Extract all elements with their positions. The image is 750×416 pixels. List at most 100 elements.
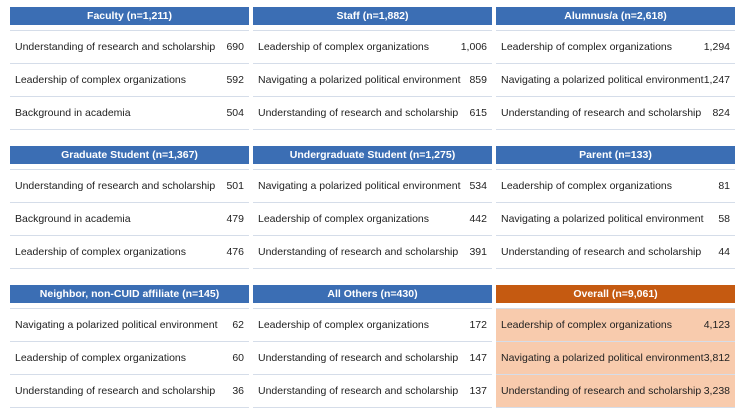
group-panel: Staff (n=1,882) Leadership of complex org… bbox=[253, 7, 492, 130]
item-row: Leadership of complex organizations 476 bbox=[10, 236, 249, 269]
item-count: 81 bbox=[718, 180, 730, 192]
group-title: Staff (n=1,882) bbox=[253, 7, 492, 25]
item-label: Navigating a polarized political environ… bbox=[258, 74, 461, 86]
item-label: Leadership of complex organizations bbox=[501, 41, 673, 53]
item-count: 501 bbox=[226, 180, 244, 192]
group-title: All Others (n=430) bbox=[253, 285, 492, 303]
group-title: Faculty (n=1,211) bbox=[10, 7, 249, 25]
item-label: Understanding of research and scholarshi… bbox=[258, 352, 459, 364]
item-row: Understanding of research and scholarshi… bbox=[10, 31, 249, 64]
item-label: Navigating a polarized political environ… bbox=[501, 352, 704, 364]
group-title: Parent (n=133) bbox=[496, 146, 735, 164]
group-body: Leadership of complex organizations 4,123… bbox=[496, 308, 735, 408]
item-count: 4,123 bbox=[703, 319, 730, 331]
item-count: 1,006 bbox=[460, 41, 487, 53]
item-row: Understanding of research and scholarshi… bbox=[10, 375, 249, 408]
item-label: Leadership of complex organizations bbox=[258, 41, 430, 53]
item-count: 479 bbox=[226, 213, 244, 225]
item-label: Understanding of research and scholarshi… bbox=[15, 180, 216, 192]
item-count: 58 bbox=[718, 213, 730, 225]
item-row: Understanding of research and scholarshi… bbox=[253, 236, 492, 269]
item-count: 824 bbox=[712, 107, 730, 119]
group-title: Undergraduate Student (n=1,275) bbox=[253, 146, 492, 164]
group-body: Leadership of complex organizations 1,294… bbox=[496, 30, 735, 130]
item-label: Navigating a polarized political environ… bbox=[501, 213, 704, 225]
item-label: Understanding of research and scholarshi… bbox=[258, 107, 459, 119]
group-panel: All Others (n=430) Leadership of complex … bbox=[253, 285, 492, 408]
group-title: Graduate Student (n=1,367) bbox=[10, 146, 249, 164]
item-label: Leadership of complex organizations bbox=[15, 246, 187, 258]
item-label: Leadership of complex organizations bbox=[15, 74, 187, 86]
item-row: Understanding of research and scholarshi… bbox=[253, 375, 492, 408]
group-body: Leadership of complex organizations 172 Un… bbox=[253, 308, 492, 408]
item-row: Leadership of complex organizations 60 bbox=[10, 342, 249, 375]
item-count: 3,812 bbox=[703, 352, 730, 364]
group-title: Overall (n=9,061) bbox=[496, 285, 735, 303]
item-row: Understanding of research and scholarshi… bbox=[10, 170, 249, 203]
item-count: 476 bbox=[226, 246, 244, 258]
item-count: 504 bbox=[226, 107, 244, 119]
group-panel: Undergraduate Student (n=1,275) Navigatin… bbox=[253, 146, 492, 269]
item-label: Leadership of complex organizations bbox=[501, 319, 673, 331]
group-body: Leadership of complex organizations 81 Nav… bbox=[496, 169, 735, 269]
item-label: Background in academia bbox=[15, 107, 131, 119]
group-body: Understanding of research and scholarshi… bbox=[10, 169, 249, 269]
item-row: Navigating a polarized political environ… bbox=[253, 64, 492, 97]
item-label: Understanding of research and scholarshi… bbox=[501, 385, 702, 397]
item-count: 36 bbox=[232, 385, 244, 397]
item-row: Leadership of complex organizations 1,006 bbox=[253, 31, 492, 64]
item-count: 62 bbox=[232, 319, 244, 331]
item-label: Understanding of research and scholarshi… bbox=[15, 41, 216, 53]
item-label: Leadership of complex organizations bbox=[258, 213, 430, 225]
item-count: 442 bbox=[469, 213, 487, 225]
item-count: 690 bbox=[226, 41, 244, 53]
group-panel: Parent (n=133) Leadership of complex orga… bbox=[496, 146, 735, 269]
item-label: Leadership of complex organizations bbox=[258, 319, 430, 331]
item-row: Leadership of complex organizations 1,294 bbox=[496, 31, 735, 64]
group-body: Understanding of research and scholarshi… bbox=[10, 30, 249, 130]
item-count: 3,238 bbox=[703, 385, 730, 397]
item-row: Leadership of complex organizations 81 bbox=[496, 170, 735, 203]
item-label: Understanding of research and scholarshi… bbox=[501, 107, 702, 119]
item-count: 859 bbox=[469, 74, 487, 86]
item-label: Navigating a polarized political environ… bbox=[258, 180, 461, 192]
group-panel: Neighbor, non-CUID affiliate (n=145) Navi… bbox=[10, 285, 249, 408]
item-count: 137 bbox=[469, 385, 487, 397]
group-title: Neighbor, non-CUID affiliate (n=145) bbox=[10, 285, 249, 303]
item-count: 1,294 bbox=[703, 41, 730, 53]
item-count: 615 bbox=[469, 107, 487, 119]
item-label: Understanding of research and scholarshi… bbox=[15, 385, 216, 397]
item-count: 534 bbox=[469, 180, 487, 192]
group-panel: Overall (n=9,061) Leadership of complex o… bbox=[496, 285, 735, 408]
item-row: Leadership of complex organizations 592 bbox=[10, 64, 249, 97]
item-row: Leadership of complex organizations 442 bbox=[253, 203, 492, 236]
item-label: Understanding of research and scholarshi… bbox=[501, 246, 702, 258]
item-row: Navigating a polarized political environ… bbox=[10, 309, 249, 342]
item-label: Navigating a polarized political environ… bbox=[501, 74, 704, 86]
item-row: Leadership of complex organizations 4,123 bbox=[496, 309, 735, 342]
item-label: Understanding of research and scholarshi… bbox=[258, 246, 459, 258]
item-label: Understanding of research and scholarshi… bbox=[258, 385, 459, 397]
item-row: Navigating a polarized political environ… bbox=[496, 64, 735, 97]
item-row: Understanding of research and scholarshi… bbox=[496, 236, 735, 269]
group-body: Navigating a polarized political environ… bbox=[253, 169, 492, 269]
item-count: 391 bbox=[469, 246, 487, 258]
group-body: Navigating a polarized political environ… bbox=[10, 308, 249, 408]
item-count: 172 bbox=[469, 319, 487, 331]
item-count: 1,247 bbox=[703, 74, 730, 86]
item-row: Understanding of research and scholarshi… bbox=[496, 97, 735, 130]
item-count: 44 bbox=[718, 246, 730, 258]
group-panel: Faculty (n=1,211) Understanding of resear… bbox=[10, 7, 249, 130]
item-count: 592 bbox=[226, 74, 244, 86]
item-row: Understanding of research and scholarshi… bbox=[496, 375, 735, 408]
item-label: Leadership of complex organizations bbox=[501, 180, 673, 192]
item-label: Background in academia bbox=[15, 213, 131, 225]
group-body: Leadership of complex organizations 1,006… bbox=[253, 30, 492, 130]
group-title: Alumnus/a (n=2,618) bbox=[496, 7, 735, 25]
group-panel: Graduate Student (n=1,367) Understanding … bbox=[10, 146, 249, 269]
item-label: Leadership of complex organizations bbox=[15, 352, 187, 364]
item-count: 147 bbox=[469, 352, 487, 364]
item-row: Navigating a polarized political environ… bbox=[253, 170, 492, 203]
item-row: Leadership of complex organizations 172 bbox=[253, 309, 492, 342]
